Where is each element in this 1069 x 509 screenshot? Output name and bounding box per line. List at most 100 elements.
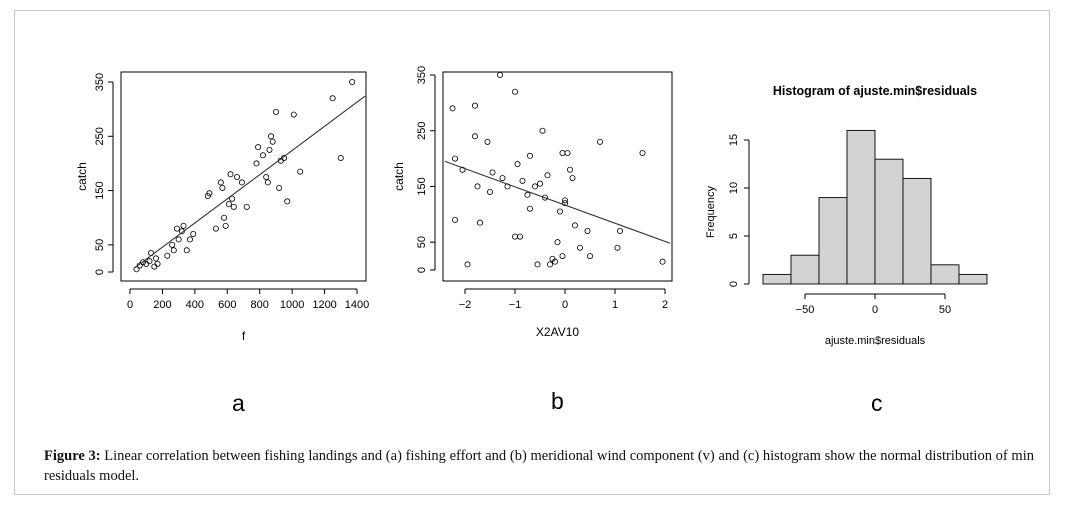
chart-a-data-point	[169, 241, 176, 248]
chart-b-data-point	[659, 258, 666, 265]
chart-b-data-point	[514, 161, 521, 168]
chart-b-plot-box	[442, 71, 673, 282]
panel-letter-a: a	[232, 390, 245, 416]
chart-b-data-point	[537, 180, 544, 187]
chart-a-data-point	[230, 203, 237, 210]
chart-a-data-point	[175, 236, 182, 243]
chart-b-data-point	[617, 227, 624, 234]
chart-a: 0 200 400 600 800 1000 1200 1400 0 50 150 250 350 f ca…	[75, 71, 369, 343]
chart-a-data-point	[219, 184, 226, 191]
caption-label: Figure 3:	[44, 448, 101, 464]
chart-c-y-axis-title: Frequency	[705, 186, 717, 238]
chart-a-data-point	[259, 152, 266, 159]
chart-a-data-point	[276, 184, 283, 191]
chart-b-data-point	[597, 138, 604, 145]
chart-a-data-point	[329, 95, 336, 102]
chart-b-data-point	[484, 138, 491, 145]
chart-b-data-point	[584, 227, 591, 234]
chart-a-data-point	[164, 252, 171, 259]
chart-b-data-point	[587, 253, 594, 260]
chart-a-y-tick-label: 250	[94, 127, 106, 145]
chart-a-data-point	[146, 258, 153, 265]
chart-b-data-point	[562, 197, 569, 204]
chart-b-data-point	[564, 149, 571, 156]
chart-a-x-tick-label: 800	[251, 299, 269, 311]
chart-a-y-tick-label: 50	[94, 239, 106, 251]
chart-b-data-point	[486, 188, 493, 195]
chart-b-data-point	[639, 149, 646, 156]
chart-b-data-point	[451, 155, 458, 162]
chart-a-data-point	[183, 247, 190, 254]
chart-b-data-point	[474, 183, 481, 190]
chart-b-data-point	[562, 200, 569, 207]
chart-a-data-point	[139, 259, 146, 266]
chart-a-data-point	[337, 154, 344, 161]
chart-b-data-point	[512, 233, 519, 240]
chart-b-data-point	[517, 233, 524, 240]
chart-b-data-point	[532, 183, 539, 190]
chart-c-histogram-bar	[930, 264, 960, 285]
chart-a-x-tick-label: 1200	[312, 299, 336, 311]
chart-a-data-point	[151, 263, 158, 270]
panel-letter-c: c	[871, 390, 883, 416]
chart-b-y-tick-label: 350	[416, 66, 428, 84]
chart-b-data-point	[527, 205, 534, 212]
chart-b-data-point	[534, 261, 541, 268]
chart-a-x-tick-label: 200	[153, 299, 171, 311]
chart-a-data-point	[234, 173, 241, 180]
chart-c-histogram-bar	[762, 273, 792, 285]
chart-a-regression-line	[134, 95, 366, 269]
chart-c-x-tick-label: 0	[872, 304, 878, 316]
chart-a-y-tick-label: 150	[94, 181, 106, 199]
chart-c-histogram-bar	[902, 177, 932, 285]
chart-b-y-tick-label: 0	[416, 267, 428, 273]
chart-b-data-point	[489, 169, 496, 176]
chart-a-data-point	[238, 179, 245, 186]
chart-a-data-point	[170, 247, 177, 254]
chart-a-data-point	[217, 179, 224, 186]
chart-c-y-tick-label: 5	[728, 233, 740, 239]
chart-c-y-tick-label: 10	[728, 182, 740, 194]
chart-b-data-point	[471, 133, 478, 140]
chart-a-data-point	[268, 133, 275, 140]
chart-b-data-point	[476, 219, 483, 226]
chart-c-y-tick-label: 15	[728, 134, 740, 146]
chart-b-data-point	[542, 194, 549, 201]
chart-c-x-tick-label: −50	[796, 304, 815, 316]
chart-b-data-point	[552, 258, 559, 265]
figure-frame	[14, 10, 1050, 495]
chart-b-data-point	[559, 253, 566, 260]
chart-a-data-point	[143, 260, 150, 267]
chart-b-data-point	[519, 177, 526, 184]
chart-a-y-axis-title: catch	[75, 162, 89, 191]
chart-b-data-point	[499, 175, 506, 182]
chart-c-x-axis-title: ajuste.min$residuals	[825, 335, 926, 347]
chart-a-data-point	[180, 222, 187, 229]
chart-b-x-tick-label: −2	[459, 299, 472, 311]
chart-a-data-point	[227, 171, 234, 178]
chart-b-data-point	[614, 244, 621, 251]
chart-a-data-point	[152, 255, 159, 262]
chart-a-x-tick-label: 400	[186, 299, 204, 311]
chart-c-histogram-bar	[874, 158, 904, 285]
chart-a-data-point	[263, 173, 270, 180]
chart-a-data-point	[229, 195, 236, 202]
chart-b-data-point	[557, 208, 564, 215]
chart-a-data-point	[266, 146, 273, 153]
chart-a-data-point	[190, 230, 197, 237]
chart-b-y-tick-label: 250	[416, 122, 428, 140]
chart-b-y-tick-label: 150	[416, 177, 428, 195]
chart-b-data-point	[464, 261, 471, 268]
chart-b: −2 −1 0 1 2 0 50 150 250 350 X2AV10 catch	[392, 66, 673, 339]
chart-b-data-point	[496, 72, 503, 79]
chart-a-y-tick-label: 0	[94, 269, 106, 275]
chart-b-data-point	[567, 166, 574, 173]
chart-c-chart-title: Histogram of ajuste.min$residuals	[773, 84, 977, 98]
chart-b-data-point	[471, 102, 478, 109]
chart-b-data-point	[539, 127, 546, 134]
chart-a-data-point	[269, 138, 276, 145]
chart-a-data-point	[243, 203, 250, 210]
chart-b-x-axis-title: X2AV10	[536, 325, 579, 339]
chart-a-data-point	[253, 160, 260, 167]
